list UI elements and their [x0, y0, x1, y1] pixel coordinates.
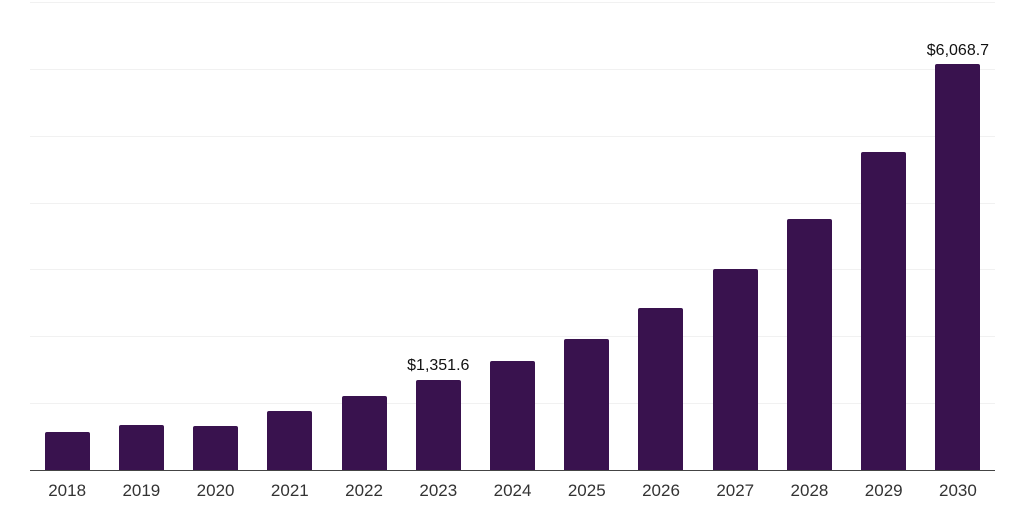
gridline: [30, 135, 995, 137]
bar-slot: $6,068.7: [921, 2, 995, 470]
bar-slot: [772, 2, 846, 470]
gridline: [30, 2, 995, 3]
x-tick-label: 2022: [345, 481, 383, 500]
bar-slot: [104, 2, 178, 470]
bar-slot: [698, 2, 772, 470]
bar-slot: [253, 2, 327, 470]
bar-2030: [935, 64, 981, 470]
bar-slot: [624, 2, 698, 470]
x-tick-label: 2026: [642, 481, 680, 500]
plot-area: $1,351.6 $6,068.7: [30, 2, 995, 471]
x-tick-label: 2025: [567, 481, 606, 500]
bar-value-label: $6,068.7: [926, 41, 990, 59]
x-tick-label: 2023: [419, 481, 458, 500]
gridline: [30, 202, 995, 204]
bar-slot: [178, 2, 252, 470]
bar-2029: [861, 152, 907, 470]
bar-2024: [490, 361, 536, 470]
bar-slot: [550, 2, 624, 470]
x-tick-label: 2020: [196, 481, 235, 500]
bar-2027: [712, 269, 758, 470]
x-tick-label: 2030: [939, 481, 977, 500]
bar-slot: [327, 2, 401, 470]
gridline: [30, 269, 995, 271]
bar-2018: [44, 431, 90, 470]
x-axis: 2018 2019 2020 2021 2022 2023 2024 2025 2026 2027…: [30, 471, 995, 501]
x-tick-label: 2024: [493, 481, 532, 500]
x-tick-label: 2028: [790, 481, 829, 500]
bar-slot: [847, 2, 921, 470]
x-tick-label: 2021: [270, 481, 309, 500]
gridline: [30, 336, 995, 338]
bar-2021: [267, 411, 313, 470]
x-tick-label: 2019: [122, 481, 161, 500]
gridline: [30, 68, 995, 70]
bar-slot: [475, 2, 549, 470]
bar-slot: [30, 2, 104, 470]
x-tick-label: 2027: [716, 481, 755, 500]
bar-2020: [193, 426, 239, 470]
x-tick-label: 2018: [48, 481, 87, 500]
bar-slot: $1,351.6: [401, 2, 475, 470]
bar-2028: [786, 219, 832, 470]
bar-value-label: $1,351.6: [407, 357, 470, 375]
x-tick-label: 2029: [864, 481, 903, 500]
bars-layer: $1,351.6 $6,068.7: [30, 2, 995, 470]
bar-2019: [118, 425, 164, 470]
bar-2022: [341, 395, 387, 470]
bar-2026: [638, 308, 684, 470]
bar-2025: [564, 339, 610, 470]
bar-2023: [415, 379, 461, 470]
